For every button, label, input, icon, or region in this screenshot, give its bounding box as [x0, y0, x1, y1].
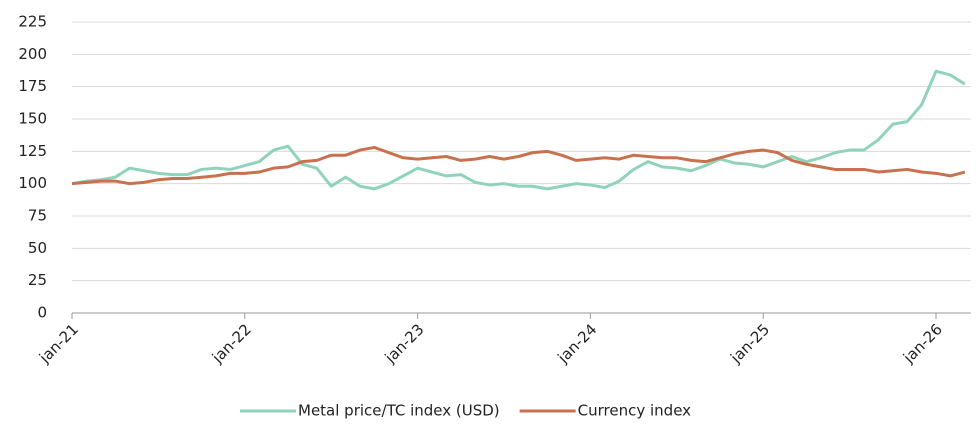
x-tick-label: jan-23 [381, 320, 428, 367]
y-tick-label: 150 [18, 110, 47, 128]
series-line [71, 69, 966, 191]
y-tick-label: 0 [37, 304, 47, 322]
y-tick-label: 100 [18, 174, 47, 192]
y-tick-label: 225 [18, 13, 47, 31]
x-tick-label: jan-26 [899, 320, 946, 367]
x-tick-label: jan-21 [35, 320, 82, 367]
x-tick-label: jan-24 [553, 320, 600, 367]
y-tick-label: 200 [18, 45, 47, 63]
x-tick-label: jan-25 [726, 320, 773, 367]
legend-label: Metal price/TC index (USD) [298, 402, 500, 420]
y-tick-label: 125 [18, 142, 47, 160]
legend-label: Currency index [578, 402, 692, 420]
y-tick-label: 75 [28, 207, 47, 225]
y-tick-label: 25 [28, 271, 47, 289]
y-tick-label: 50 [28, 239, 47, 257]
x-tick-label: jan-22 [208, 320, 255, 367]
legend: Metal price/TC index (USD) Currency index [240, 402, 691, 420]
y-tick-label: 175 [18, 77, 47, 95]
series-line [71, 145, 966, 186]
